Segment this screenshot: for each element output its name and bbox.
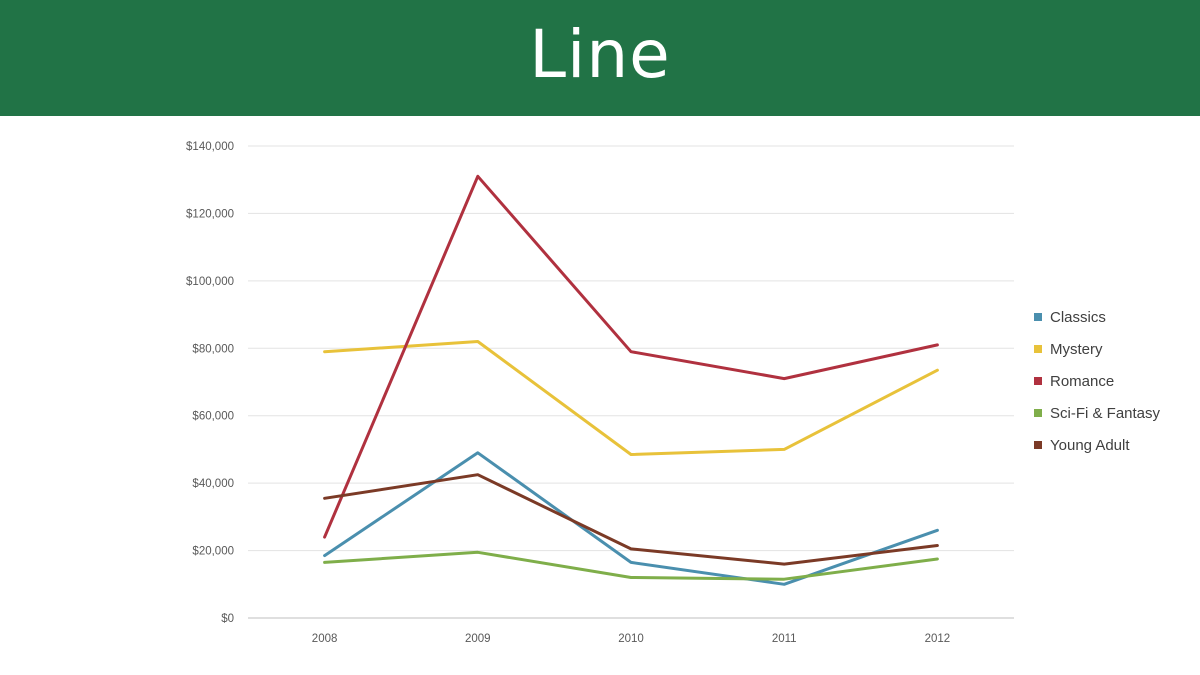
legend-swatch: [1034, 441, 1042, 449]
legend-item: Young Adult: [1034, 429, 1160, 461]
legend-swatch: [1034, 313, 1042, 321]
legend-label: Classics: [1050, 308, 1106, 326]
series-line-mystery: [323, 340, 939, 456]
legend-item: Romance: [1034, 365, 1160, 397]
legend-label: Sci-Fi & Fantasy: [1050, 404, 1161, 422]
y-tick-label: $20,000: [192, 546, 234, 558]
legend-item: Classics: [1034, 301, 1160, 333]
series-line-classics: [323, 451, 939, 586]
legend-swatch: [1034, 377, 1042, 385]
x-tick-label: 2008: [312, 633, 338, 645]
legend-item: Mystery: [1034, 333, 1160, 365]
y-tick-label: $0: [221, 613, 234, 625]
legend-label: Mystery: [1050, 340, 1103, 358]
chart-area: $0 $20,000 $40,000 $60,000 $80,000 $100,000 $1…: [0, 116, 1200, 675]
series-line-young-adult: [323, 473, 939, 566]
x-tick-label: 2010: [618, 633, 644, 645]
page-title: Line: [529, 15, 671, 93]
series-line-romance: [323, 174, 939, 539]
x-tick-label: 2012: [925, 633, 951, 645]
y-tick-label: $60,000: [192, 411, 234, 423]
y-tick-label: $140,000: [186, 141, 234, 153]
x-tick-label: 2011: [772, 633, 797, 645]
line-chart: $0 $20,000 $40,000 $60,000 $80,000 $100,000 $1…: [186, 141, 1014, 645]
legend-label: Romance: [1050, 372, 1115, 390]
legend-swatch: [1034, 345, 1042, 353]
y-tick-label: $100,000: [186, 276, 234, 288]
legend-swatch: [1034, 409, 1042, 417]
legend-label: Young Adult: [1050, 436, 1130, 454]
y-tick-label: $80,000: [192, 343, 234, 355]
chart-legend: Classics Mystery Romance Sci-Fi & Fantasy Yo…: [1034, 301, 1160, 461]
y-tick-label: $40,000: [192, 478, 234, 490]
series-line-sci-fi-fantasy: [323, 550, 939, 581]
title-banner: Line: [0, 0, 1200, 116]
y-tick-label: $120,000: [186, 208, 234, 220]
legend-item: Sci-Fi & Fantasy: [1034, 397, 1160, 429]
x-tick-label: 2009: [465, 633, 491, 645]
